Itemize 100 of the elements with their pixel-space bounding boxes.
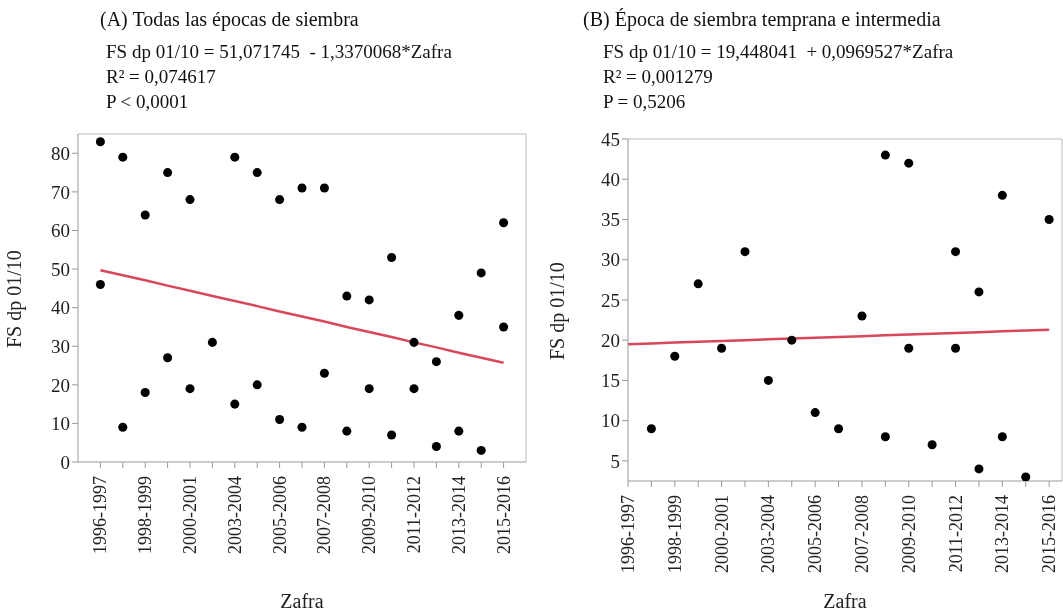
chart-title: (B) Época de siembra temprana e intermedia xyxy=(583,8,941,31)
point xyxy=(646,424,656,434)
y-tick-label: 10 xyxy=(601,410,620,432)
x-tick-label: 2000-2001 xyxy=(180,476,200,554)
point xyxy=(140,210,150,220)
point xyxy=(997,432,1007,442)
text: P = 0,5206 xyxy=(603,91,686,113)
text: FS dp 01/10 = 19,448041 + 0,0969527*Zafra xyxy=(603,41,954,63)
point xyxy=(431,357,441,367)
point xyxy=(974,464,984,474)
point xyxy=(230,399,240,409)
x-tick-label: 1998-1999 xyxy=(135,476,156,554)
y-tick-label: 40 xyxy=(51,297,70,319)
point xyxy=(857,311,867,321)
point xyxy=(904,343,914,353)
point xyxy=(476,445,486,455)
point xyxy=(997,190,1007,200)
point xyxy=(252,380,262,390)
x-tick-label: 2003-2004 xyxy=(758,495,779,573)
point xyxy=(163,353,173,363)
point xyxy=(409,337,419,347)
x-tick-label: 2005-2006 xyxy=(805,495,826,573)
x-tick-label: 2011-2012 xyxy=(404,476,424,554)
point xyxy=(717,343,727,353)
y-axis-title: FS dp 01/10 xyxy=(546,262,570,360)
point xyxy=(499,322,509,332)
y-tick-label: 10 xyxy=(51,413,70,435)
x-tick-label: 2011-2012 xyxy=(945,495,966,573)
point xyxy=(951,343,961,353)
y-tick-label: 20 xyxy=(51,374,70,396)
x-tick-label: 2007-2008 xyxy=(314,476,335,554)
point xyxy=(387,252,397,262)
point xyxy=(693,279,703,289)
point xyxy=(275,195,285,205)
point xyxy=(297,183,307,193)
y-tick-label: 35 xyxy=(601,209,620,231)
point xyxy=(342,291,352,301)
point xyxy=(275,415,285,425)
y-tick-label: 5 xyxy=(610,450,620,472)
point xyxy=(951,247,961,257)
y-tick-label: 60 xyxy=(51,220,70,242)
point xyxy=(454,310,464,320)
x-tick-label: 1996-1997 xyxy=(618,495,638,573)
line-series xyxy=(628,328,1051,346)
text: R² = 0,001279 xyxy=(603,66,713,88)
text: P < 0,0001 xyxy=(106,91,189,113)
x-tick-label: 2009-2010 xyxy=(359,476,380,554)
point xyxy=(810,408,820,418)
y-tick-label: 15 xyxy=(601,370,620,392)
point xyxy=(163,168,173,178)
y-tick-label: 20 xyxy=(601,329,620,351)
point xyxy=(118,152,128,162)
y-tick-label: 80 xyxy=(51,143,70,165)
x-tick-label: 2000-2001 xyxy=(711,495,732,573)
y-tick-label: 45 xyxy=(601,128,620,150)
point xyxy=(364,384,374,394)
point xyxy=(409,384,419,394)
x-tick-label: 2015-2016 xyxy=(1039,495,1060,573)
line-series xyxy=(99,268,505,365)
point xyxy=(364,295,374,305)
point xyxy=(499,218,509,228)
point xyxy=(740,247,750,257)
x-tick-label: 1996-1997 xyxy=(90,476,111,554)
point xyxy=(880,432,890,442)
point xyxy=(454,426,464,436)
text: FS dp 01/10 = 51,071745 - 1,3370068*Zafra xyxy=(106,41,452,63)
y-tick-label: 70 xyxy=(51,181,70,203)
y-tick-label: 0 xyxy=(60,451,70,473)
x-tick-label: 2013-2014 xyxy=(448,476,469,554)
x-tick-label: 1998-1999 xyxy=(664,495,685,573)
point xyxy=(476,268,486,278)
y-axis-title: FS dp 01/10 xyxy=(3,250,27,348)
y-tick-label: 30 xyxy=(601,249,620,271)
point xyxy=(904,158,914,168)
point xyxy=(387,430,397,440)
point xyxy=(95,137,105,147)
text: R² = 0,074617 xyxy=(106,66,216,88)
point xyxy=(670,351,680,361)
point xyxy=(140,388,150,398)
point xyxy=(431,442,441,452)
chart-title: (A) Todas las épocas de siembra xyxy=(100,8,359,31)
point xyxy=(230,152,240,162)
point xyxy=(834,424,844,434)
x-tick-label: 2013-2014 xyxy=(992,495,1013,573)
x-tick-label: 2015-2016 xyxy=(493,476,514,554)
x-tick-label: 2005-2006 xyxy=(269,476,290,554)
point xyxy=(880,150,890,160)
point xyxy=(185,195,195,205)
x-tick-label: 2007-2008 xyxy=(851,495,872,573)
point xyxy=(763,375,773,385)
point xyxy=(1021,472,1031,481)
point xyxy=(319,183,329,193)
point xyxy=(1044,214,1054,224)
y-tick-label: 25 xyxy=(601,289,620,311)
x-tick-label: 2003-2004 xyxy=(224,476,245,554)
point xyxy=(787,335,797,345)
x-tick-label: 2009-2010 xyxy=(898,495,919,573)
x-axis-title: Zafra xyxy=(280,590,324,612)
point xyxy=(252,168,262,178)
point xyxy=(974,287,984,297)
